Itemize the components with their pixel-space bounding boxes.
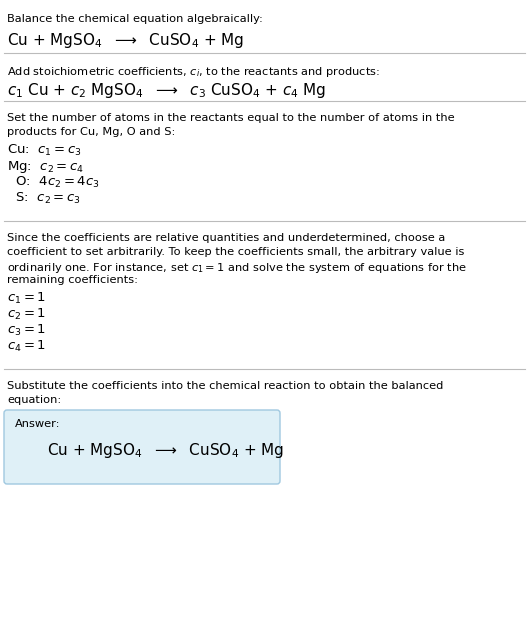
Text: products for Cu, Mg, O and S:: products for Cu, Mg, O and S: xyxy=(7,127,176,137)
Text: remaining coefficients:: remaining coefficients: xyxy=(7,275,138,285)
Text: Balance the chemical equation algebraically:: Balance the chemical equation algebraica… xyxy=(7,14,263,24)
Text: Mg:  $c_2 = c_4$: Mg: $c_2 = c_4$ xyxy=(7,159,84,175)
Text: Since the coefficients are relative quantities and underdetermined, choose a: Since the coefficients are relative quan… xyxy=(7,233,445,243)
Text: Substitute the coefficients into the chemical reaction to obtain the balanced: Substitute the coefficients into the che… xyxy=(7,381,443,391)
Text: ordinarily one. For instance, set $c_1 = 1$ and solve the system of equations fo: ordinarily one. For instance, set $c_1 =… xyxy=(7,261,467,275)
Text: Cu + MgSO$_4$  $\longrightarrow$  CuSO$_4$ + Mg: Cu + MgSO$_4$ $\longrightarrow$ CuSO$_4$… xyxy=(47,441,284,460)
Text: equation:: equation: xyxy=(7,395,61,405)
Text: $c_2 = 1$: $c_2 = 1$ xyxy=(7,307,46,322)
Text: $c_1 = 1$: $c_1 = 1$ xyxy=(7,291,46,306)
Text: O:  $4 c_2 = 4 c_3$: O: $4 c_2 = 4 c_3$ xyxy=(7,175,100,190)
Text: Cu:  $c_1 = c_3$: Cu: $c_1 = c_3$ xyxy=(7,143,82,158)
Text: $c_4 = 1$: $c_4 = 1$ xyxy=(7,339,46,354)
Text: $c_1$ Cu + $c_2$ MgSO$_4$  $\longrightarrow$  $c_3$ CuSO$_4$ + $c_4$ Mg: $c_1$ Cu + $c_2$ MgSO$_4$ $\longrightarr… xyxy=(7,81,326,100)
Text: Set the number of atoms in the reactants equal to the number of atoms in the: Set the number of atoms in the reactants… xyxy=(7,113,454,123)
Text: Answer:: Answer: xyxy=(15,419,60,429)
Text: coefficient to set arbitrarily. To keep the coefficients small, the arbitrary va: coefficient to set arbitrarily. To keep … xyxy=(7,247,464,257)
Text: $c_3 = 1$: $c_3 = 1$ xyxy=(7,323,46,338)
Text: S:  $c_2 = c_3$: S: $c_2 = c_3$ xyxy=(7,191,81,206)
Text: Cu + MgSO$_4$  $\longrightarrow$  CuSO$_4$ + Mg: Cu + MgSO$_4$ $\longrightarrow$ CuSO$_4$… xyxy=(7,31,244,50)
FancyBboxPatch shape xyxy=(4,410,280,484)
Text: Add stoichiometric coefficients, $c_i$, to the reactants and products:: Add stoichiometric coefficients, $c_i$, … xyxy=(7,65,380,79)
